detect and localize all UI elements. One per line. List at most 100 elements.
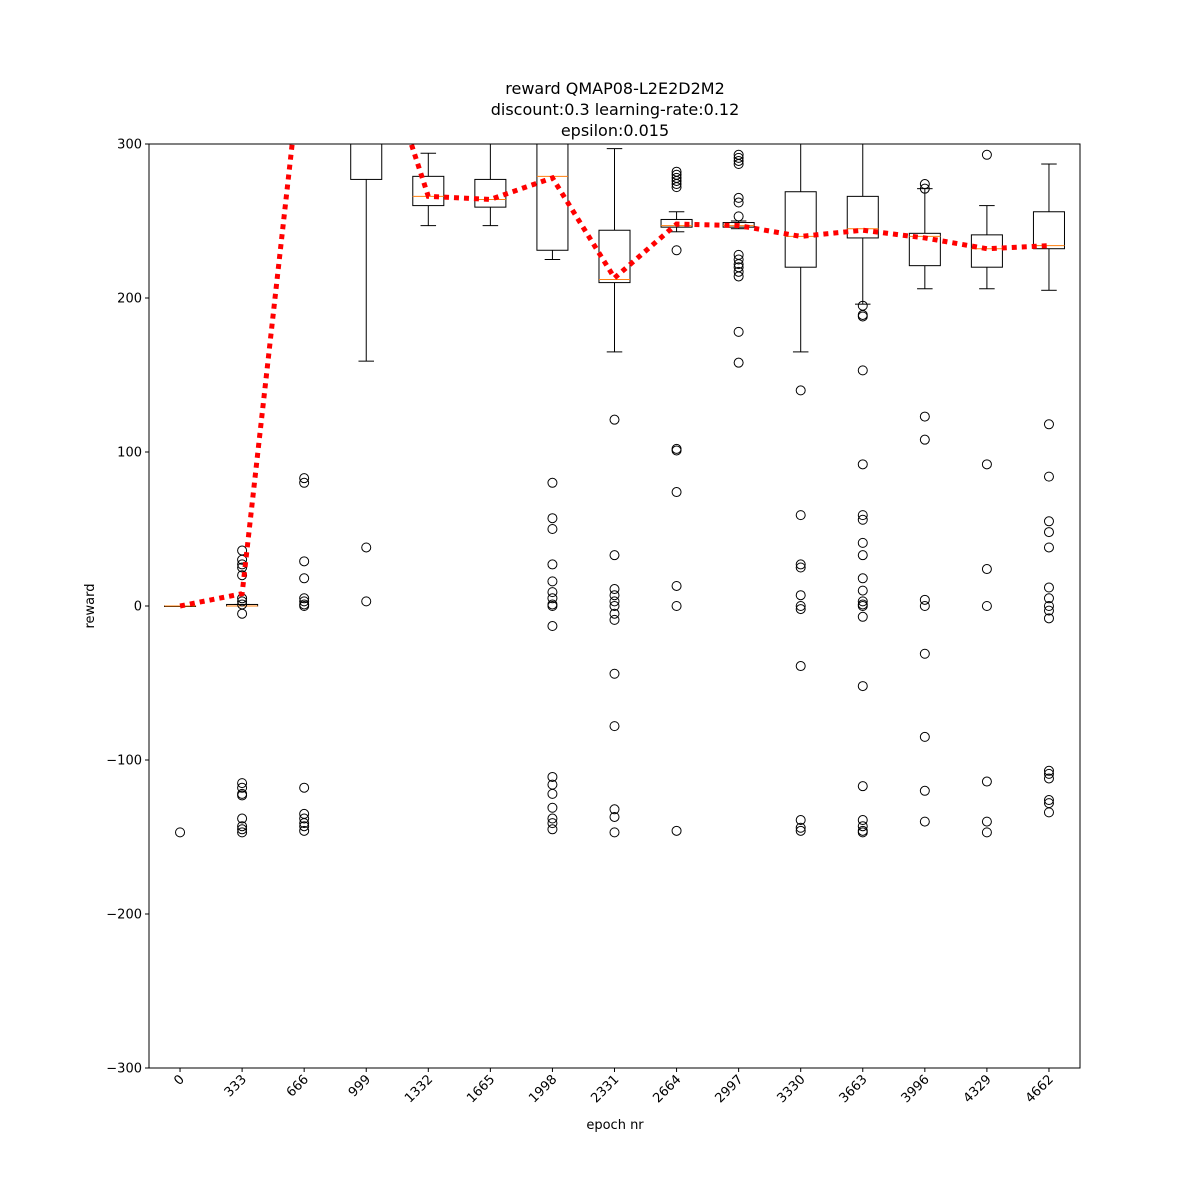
flier (547, 802, 558, 813)
flier (547, 593, 558, 604)
flier (547, 813, 558, 824)
flier (857, 611, 868, 622)
flier (1043, 768, 1054, 779)
flier (299, 556, 310, 567)
flier (175, 827, 186, 838)
y-tick-label: 200 (117, 292, 142, 307)
flier (1043, 613, 1054, 624)
y-tick-label: 300 (117, 138, 142, 153)
flier (733, 159, 744, 170)
flier (857, 550, 868, 561)
title-line: epsilon:0.015 (561, 121, 669, 140)
flier (547, 524, 558, 534)
flier (1043, 765, 1054, 776)
flier (361, 542, 372, 553)
flier (609, 414, 620, 425)
flier (237, 824, 248, 835)
flier (299, 818, 310, 829)
flier (609, 596, 620, 607)
title-line: discount:0.3 learning-rate:0.12 (491, 100, 740, 119)
flier (733, 326, 744, 337)
flier (1043, 605, 1054, 616)
y-tick-label: −100 (106, 754, 142, 769)
flier (857, 459, 868, 470)
flier (609, 827, 620, 838)
flier (609, 601, 620, 611)
flier (609, 721, 620, 732)
flier (919, 731, 930, 742)
flier (733, 271, 744, 282)
box (1032, 211, 1065, 250)
flier (299, 596, 310, 607)
flier (919, 183, 930, 194)
flier (547, 477, 558, 488)
y-axis-label: reward (83, 583, 98, 628)
flier (733, 152, 744, 163)
flier (299, 821, 310, 832)
flier (795, 559, 806, 570)
flier (547, 788, 558, 799)
flier (981, 149, 992, 160)
flier (857, 514, 868, 525)
flier (299, 573, 310, 584)
flier (299, 593, 310, 604)
flier (795, 590, 806, 601)
flier (733, 192, 744, 203)
flier (547, 559, 558, 570)
box (908, 232, 941, 267)
flier (361, 596, 372, 607)
flier (857, 596, 868, 607)
flier (857, 601, 868, 611)
flier (671, 179, 682, 190)
flier (919, 785, 930, 796)
flier (1043, 419, 1054, 430)
box (784, 191, 817, 268)
flier (733, 266, 744, 277)
flier (609, 614, 620, 625)
flier (857, 815, 868, 826)
box (536, 144, 569, 251)
flier (795, 385, 806, 396)
flier (857, 827, 868, 838)
y-tick-label: 100 (117, 446, 142, 461)
flier (981, 827, 992, 838)
flier (733, 254, 744, 265)
flier (1043, 516, 1054, 527)
flier (609, 584, 620, 595)
flier (547, 621, 558, 632)
box (350, 144, 383, 180)
flier (609, 804, 620, 815)
flier (299, 601, 310, 611)
flier (795, 604, 806, 615)
flier (671, 825, 682, 836)
flier (237, 608, 248, 619)
flier (795, 601, 806, 611)
flier (237, 827, 248, 838)
mean-line (179, 144, 1050, 609)
flier (981, 459, 992, 470)
y-tick-label: 0 (134, 600, 142, 615)
flier (547, 824, 558, 835)
flier (733, 211, 744, 222)
flier (671, 182, 682, 193)
flier (857, 537, 868, 548)
flier (919, 179, 930, 190)
flier (981, 564, 992, 575)
flier (981, 816, 992, 827)
flier (671, 601, 682, 611)
flier (237, 554, 248, 565)
flier (547, 601, 558, 611)
flier (1043, 582, 1054, 593)
flier (981, 776, 992, 787)
flier (299, 477, 310, 488)
flier (795, 815, 806, 826)
flier (237, 596, 248, 607)
flier (547, 576, 558, 587)
title-line: reward QMAP08-L2E2D2M2 (505, 79, 725, 98)
flier (857, 510, 868, 521)
flier (857, 573, 868, 584)
flier (237, 790, 248, 801)
flier (857, 311, 868, 322)
